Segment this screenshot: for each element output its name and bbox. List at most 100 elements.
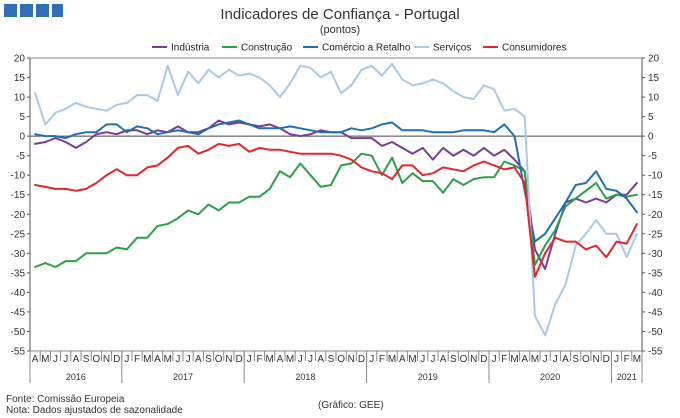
y-tick-label: 10 [648,93,660,104]
y-tick-label: 0 [648,132,654,143]
y-tick-label: -20 [11,210,26,221]
x-tick-label: M [41,354,49,365]
x-tick-label: A [521,354,528,365]
source-note: Fonte: Comissão Europeia [6,394,125,405]
chart-subtitle: (pontos) [320,24,360,36]
series-line-consumidores [34,142,638,278]
x-tick-label: M [388,354,396,365]
year-label: 2018 [295,372,315,382]
x-tick-label: A [154,354,161,365]
legend-label: Serviços [433,43,471,54]
y-tick-label: -55 [11,347,26,358]
y-tick-label: -35 [648,268,663,279]
legend: Indústria Construção Comércio a Retalho Ser… [152,43,566,54]
x-tick-label: N [225,354,232,365]
x-tick-label: D [603,354,610,365]
y-tick-label: -10 [11,171,26,182]
y-tick-label: -5 [648,151,657,162]
y-tick-label: -40 [11,288,26,299]
series-line-construcao [34,152,638,268]
x-tick-label: A [562,354,569,365]
y-tick-label: -25 [11,229,26,240]
x-tick-label: A [32,354,39,365]
x-tick-label: M [408,354,416,365]
y-axis-left-ticks: 20 15 10 5 0 -5 -10 -15 -20 -25 -30 -35 -40 -45 -50 -55 [11,54,30,358]
series-line-servicos [34,62,638,337]
x-tick-label: J [186,354,191,365]
x-tick-label: A [195,354,202,365]
y-tick-label: -20 [648,210,663,221]
x-tick-label: F [134,354,140,365]
x-tick-label: J [420,354,425,365]
x-tick-label: S [205,354,212,365]
series-line-comercio-a-retalho [34,119,638,243]
series-layer [34,62,638,337]
x-tick-label: J [124,354,129,365]
x-tick-label: D [480,354,487,365]
y-tick-label: -15 [11,190,26,201]
x-tick-label: F [256,354,262,365]
x-tick-label: M [531,354,539,365]
series-line-industria [34,119,638,270]
x-tick-label: F [379,354,385,365]
x-tick-label: O [215,354,223,365]
legend-label: Construção [241,43,293,54]
x-tick-label: J [614,354,619,365]
x-tick-label: J [492,354,497,365]
x-tick-label: F [501,354,507,365]
logo-blocks-icon [4,4,63,17]
x-tick-label: D [358,354,365,365]
x-tick-label: A [73,354,80,365]
x-tick-label: J [247,354,252,365]
year-label: 2019 [418,372,438,382]
x-tick-label: J [369,354,374,365]
x-tick-label: A [440,354,447,365]
x-tick-label: N [103,354,110,365]
x-tick-label: D [113,354,120,365]
x-tick-label: F [624,354,630,365]
x-tick-label: S [83,354,90,365]
chart-title: Indicadores de Confiança - Portugal [220,6,459,23]
y-tick-label: 15 [14,73,26,84]
y-tick-label: 5 [648,112,654,123]
legend-label: Comércio a Retalho [322,43,411,54]
x-tick-label: J [175,354,180,365]
y-tick-label: -15 [648,190,663,201]
year-label: 2020 [540,372,560,382]
x-tick-label: J [543,354,548,365]
x-tick-label: A [317,354,324,365]
y-tick-label: -45 [648,307,663,318]
y-tick-label: -55 [648,347,663,358]
x-tick-label: J [430,354,435,365]
x-tick-label: N [470,354,477,365]
legend-label: Indústria [171,43,210,54]
y-tick-label: 5 [19,112,25,123]
year-label: 2016 [66,372,86,382]
x-tick-label: A [399,354,406,365]
credit-note: (Gráfico: GEE) [318,400,384,411]
x-tick-label: S [328,354,335,365]
x-tick-label: O [337,354,345,365]
x-tick-label: J [553,354,558,365]
x-tick-label: N [592,354,599,365]
x-tick-label: S [572,354,579,365]
y-axis-right-ticks: 20 15 10 5 0 -5 -10 -15 -20 -25 -30 -35 -40 -45 -50 -55 [642,54,663,358]
y-tick-label: -50 [11,327,26,338]
x-tick-label: J [298,354,303,365]
x-tick-label: O [92,354,100,365]
x-tick-label: M [633,354,641,365]
y-tick-label: 10 [14,93,26,104]
x-tick-label: D [235,354,242,365]
x-tick-label: M [143,354,151,365]
x-tick-label: N [348,354,355,365]
y-tick-label: -50 [648,327,663,338]
x-tick-label: J [308,354,313,365]
x-tick-label: M [286,354,294,365]
y-tick-label: -40 [648,288,663,299]
y-tick-label: 0 [19,132,25,143]
x-tick-label: A [277,354,284,365]
x-tick-label: S [450,354,457,365]
y-tick-label: 15 [648,73,660,84]
